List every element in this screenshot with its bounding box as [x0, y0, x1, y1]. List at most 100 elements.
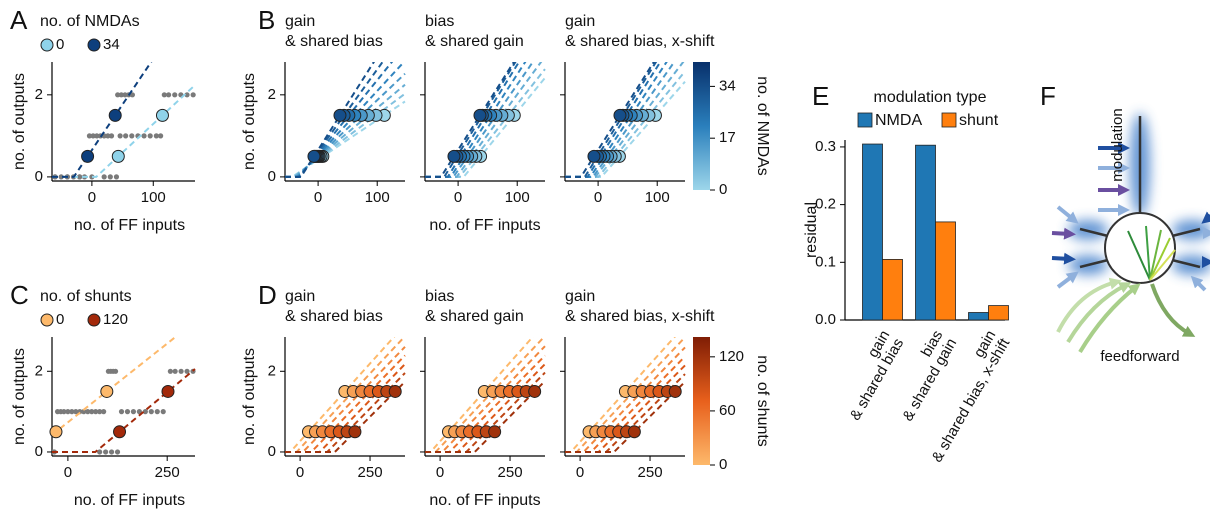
legend-swatch: [857, 112, 873, 128]
legend-swatch: [941, 112, 957, 128]
y-tick-label: 0: [268, 168, 276, 185]
point: [155, 108, 169, 122]
point: [473, 108, 487, 122]
bar: [882, 259, 903, 321]
x-tick-label: 0: [64, 464, 72, 481]
step-point: [108, 133, 115, 139]
step-point: [107, 174, 113, 180]
step-point: [61, 409, 67, 415]
step-point: [153, 133, 159, 139]
panel-letter: A: [10, 5, 28, 35]
x-tick-label: 100: [645, 189, 670, 206]
step-point: [172, 92, 178, 98]
x-tick-label: 0: [594, 189, 602, 206]
point: [528, 384, 542, 398]
fit-line: [565, 381, 686, 453]
panel-letter: B: [258, 5, 275, 35]
point: [348, 425, 362, 439]
legend-marker: [87, 313, 101, 327]
panel-title: & shared gain: [425, 308, 524, 325]
point: [488, 425, 502, 439]
step-point: [113, 174, 120, 180]
x-axis-label: no. of FF inputs: [74, 492, 185, 509]
point: [587, 149, 601, 163]
fit-line: [52, 337, 178, 436]
arrow: [1056, 271, 1079, 289]
diagram-label: feedforward: [1100, 348, 1179, 365]
point: [333, 108, 347, 122]
x-tick-label: 0: [454, 189, 462, 206]
y-tick-label: 0: [35, 168, 43, 185]
step-point: [161, 92, 167, 98]
legend-label: 0: [56, 311, 64, 328]
y-axis-label: no. of outputs: [241, 348, 258, 445]
y-tick-label: 2: [35, 362, 43, 379]
fan-line: [1145, 225, 1151, 281]
panel-title: & shared bias: [285, 33, 383, 50]
fit-line: [425, 62, 516, 178]
y-tick-label: 2: [35, 86, 43, 103]
step-point: [105, 133, 111, 139]
arrow: [1078, 283, 1141, 354]
panel-title: gain: [285, 13, 315, 30]
step-point: [101, 409, 107, 415]
step-point: [154, 409, 160, 415]
panel-title: gain: [565, 288, 595, 305]
fit-line: [285, 62, 376, 178]
x-tick-label: 100: [505, 189, 530, 206]
x-tick-label: 0: [314, 189, 322, 206]
point: [81, 149, 95, 163]
step-point: [147, 133, 153, 139]
y-tick-label: 0.0: [815, 311, 836, 328]
legend-label: 0: [56, 36, 64, 53]
y-axis-label: no. of outputs: [11, 73, 28, 170]
step-point: [108, 449, 115, 455]
colorbar-tick-label: 0: [719, 181, 727, 198]
fan-line: [1149, 249, 1176, 281]
step-point: [118, 92, 124, 98]
fit-line: [565, 346, 686, 453]
dendrite: [1171, 258, 1201, 269]
fit-line: [285, 62, 384, 178]
step-point: [77, 174, 83, 180]
step-point: [122, 92, 128, 98]
step-point: [118, 409, 125, 415]
step-point: [142, 409, 148, 415]
legend-label: 34: [103, 36, 120, 53]
bar: [935, 221, 956, 321]
legend-label: NMDA: [875, 112, 922, 129]
fit-line: [425, 62, 521, 178]
step-point: [148, 409, 154, 415]
step-point: [141, 133, 147, 139]
point: [113, 425, 127, 439]
step-point: [158, 133, 164, 139]
step-point: [94, 133, 100, 139]
colorbar-tick-label: 0: [719, 456, 727, 473]
step-point: [123, 133, 129, 139]
step-point: [178, 368, 184, 374]
step-point: [103, 449, 109, 455]
y-axis-label: no. of outputs: [11, 348, 28, 445]
step-point: [184, 92, 190, 98]
arrow: [1150, 283, 1196, 337]
plot-area: [285, 337, 406, 453]
step-point: [90, 133, 96, 139]
plot-area: [52, 337, 196, 455]
arrow: [1051, 252, 1076, 265]
point: [388, 384, 402, 398]
x-axis-label: no. of FF inputs: [429, 217, 540, 234]
fit-line: [565, 81, 686, 178]
bar: [862, 143, 883, 321]
fit-line: [565, 62, 656, 178]
colorbar-tick-label: 120: [719, 348, 744, 365]
fit-line: [565, 62, 668, 178]
step-point: [97, 449, 103, 455]
colorbar: [693, 337, 710, 465]
panel-letter: D: [258, 280, 277, 310]
fan-line: [1127, 230, 1151, 281]
x-axis-label: no. of FF inputs: [429, 492, 540, 509]
step-point: [166, 92, 172, 98]
diagram: F: [1040, 81, 1210, 365]
